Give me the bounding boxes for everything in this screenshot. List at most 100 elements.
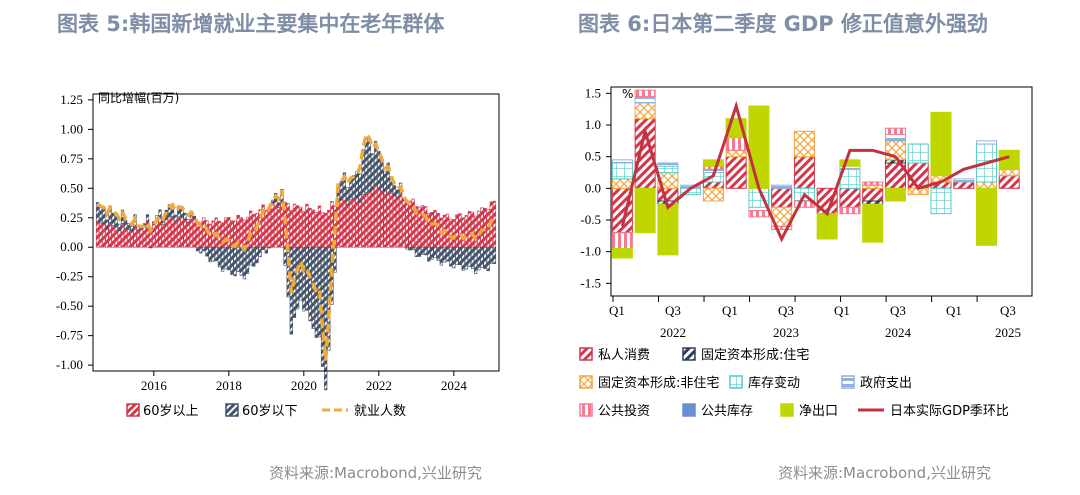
bar-60plus	[320, 212, 325, 248]
bar-60plus	[339, 199, 343, 248]
bar-under60	[345, 187, 350, 205]
bar-60plus	[367, 191, 372, 248]
left-legend-swatch	[225, 403, 239, 417]
bar-60plus	[324, 212, 328, 248]
bar-60plus	[192, 218, 197, 248]
bar-segment-2	[998, 168, 1020, 177]
left-y-tick-label: -0.50	[56, 298, 83, 313]
bar-60plus	[292, 203, 297, 248]
bar-60plus	[124, 228, 128, 248]
right-y-tick-label: 1.5	[585, 85, 601, 100]
left-x-tick-label: 2020	[291, 378, 317, 393]
bar-60plus	[227, 217, 231, 248]
bar-under60	[105, 219, 109, 230]
bar-60plus	[355, 197, 359, 248]
bar-under60	[214, 246, 218, 262]
bar-under60	[445, 246, 450, 262]
right-legend-swatch	[682, 403, 696, 417]
bar-under60	[208, 246, 212, 263]
bar-60plus	[202, 217, 206, 248]
bar-60plus	[380, 190, 384, 248]
bar-segment-2	[975, 181, 997, 189]
bar-60plus	[186, 221, 190, 248]
bar-60plus	[267, 206, 272, 248]
bar-segment-4	[953, 178, 975, 183]
left-x-axis: 2016 2018 2020 2022 2024	[141, 371, 467, 393]
bar-under60	[324, 246, 328, 391]
left-y-tick-label: 1.25	[60, 92, 83, 107]
bar-segment-0	[702, 181, 724, 189]
right-x-quarter-label: Q3	[1000, 303, 1016, 318]
bar-under60	[130, 226, 134, 232]
bar-segment-3	[930, 187, 952, 215]
right-x-year-label: 2022	[660, 325, 686, 340]
gdp-qoq-line	[620, 100, 1010, 243]
bar-60plus	[139, 228, 143, 248]
bar-60plus	[480, 207, 484, 248]
bar-segment-3	[611, 162, 633, 180]
right-x-quarter-label: Q3	[890, 303, 906, 318]
bar-segment-7	[930, 111, 952, 177]
left-y-tick-label: 0.50	[60, 180, 83, 195]
bar-under60	[230, 246, 234, 275]
bar-60plus	[433, 210, 437, 248]
right-legend-swatch	[729, 375, 743, 389]
right-y-tick-label: 0.5	[585, 149, 601, 164]
bar-under60	[339, 181, 343, 201]
bar-under60	[455, 246, 459, 265]
bar-under60	[374, 140, 378, 186]
bar-under60	[405, 246, 409, 250]
bar-60plus	[402, 199, 406, 248]
bar-segment-5	[725, 137, 747, 151]
bar-60plus	[270, 203, 275, 248]
bar-60plus	[95, 221, 100, 248]
right-unit-label: %	[622, 87, 633, 101]
bar-60plus	[102, 223, 106, 248]
bar-60plus	[242, 219, 247, 248]
bar-60plus	[358, 202, 362, 248]
bar-under60	[233, 246, 237, 277]
bar-under60	[424, 246, 428, 256]
bar-60plus	[230, 220, 234, 248]
bar-under60	[211, 246, 215, 262]
bar-60plus	[277, 207, 281, 248]
bar-under60	[483, 246, 487, 269]
right-legend-swatch	[841, 375, 855, 389]
bar-under60	[245, 246, 250, 275]
bar-segment-7	[862, 203, 884, 243]
bar-under60	[195, 246, 200, 252]
bar-under60	[261, 246, 265, 250]
left-y-tick-label: 0.25	[60, 210, 83, 225]
bar-60plus	[174, 221, 178, 248]
bar-under60	[352, 175, 356, 200]
right-x-year-label: 2023	[773, 325, 799, 340]
bar-under60	[145, 214, 150, 222]
left-y-tick-label: -1.00	[56, 357, 83, 372]
left-y-tick-label: 0.75	[60, 151, 83, 166]
bar-60plus	[99, 222, 103, 248]
bar-60plus	[392, 195, 397, 248]
right-plot-frame	[610, 86, 1033, 297]
bar-segment-4	[657, 162, 679, 167]
bar-60plus	[364, 192, 368, 248]
left-chart: 1.25 1.00 0.75 0.50 0.25 0.00 -0.25 -0.50 -0.75 -…	[56, 90, 500, 419]
bar-60plus	[286, 203, 290, 248]
right-y-tick-label: 1.0	[585, 117, 601, 132]
left-legend: 60岁以上 60岁以下 就业人数	[126, 403, 406, 419]
left-legend-label: 60岁以上	[143, 404, 199, 419]
bar-60plus	[461, 217, 465, 248]
bar-under60	[383, 170, 387, 195]
bar-60plus	[117, 230, 122, 248]
left-unit-label: 同比增幅(百万)	[98, 90, 179, 105]
right-x-quarter-label: Q1	[834, 303, 850, 318]
bar-under60	[186, 219, 190, 223]
bar-60plus	[239, 217, 243, 248]
bar-under60	[386, 162, 390, 189]
bar-60plus	[224, 217, 228, 248]
bar-segment-7	[657, 203, 679, 256]
bar-60plus	[114, 226, 118, 248]
bar-60plus	[336, 200, 340, 248]
bar-segment-7	[748, 105, 770, 189]
right-x-quarter-label: Q3	[778, 303, 794, 318]
